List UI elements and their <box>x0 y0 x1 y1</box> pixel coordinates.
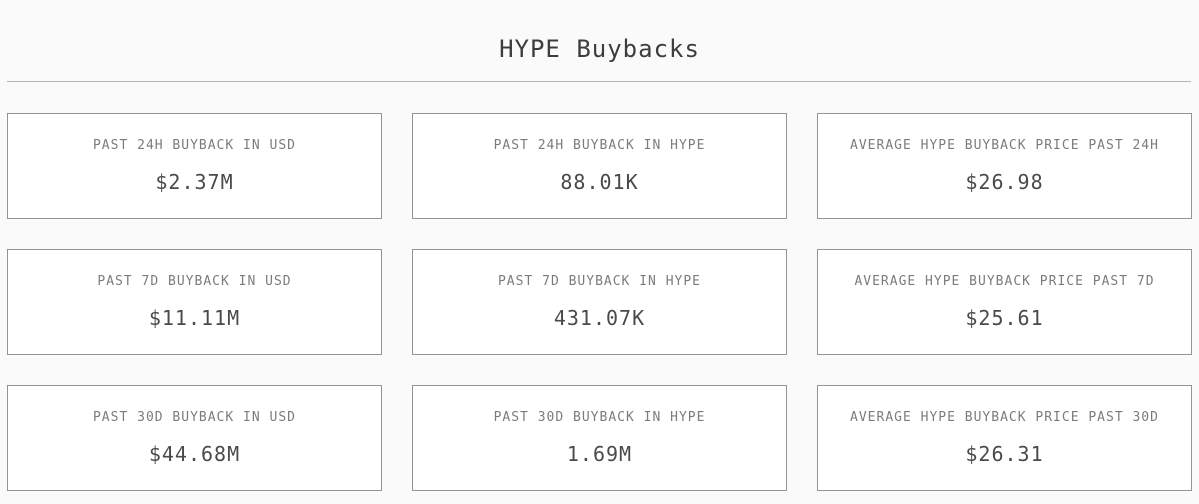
stat-card-value: 88.01K <box>560 170 639 194</box>
stat-card-value: $26.31 <box>965 442 1044 466</box>
stat-card-label: PAST 7D BUYBACK IN USD <box>97 274 292 289</box>
stat-card-value: $25.61 <box>965 306 1044 330</box>
stat-card-label: PAST 30D BUYBACK IN USD <box>92 410 296 425</box>
stat-card-avg-price-past-30d: AVERAGE HYPE BUYBACK PRICE PAST 30D $26.… <box>817 385 1192 491</box>
stat-card-value: 1.69M <box>566 442 633 466</box>
stat-card-label: AVERAGE HYPE BUYBACK PRICE PAST 30D <box>850 410 1159 425</box>
stat-card-value: $11.11M <box>148 306 241 330</box>
stat-card-label: AVERAGE HYPE BUYBACK PRICE PAST 7D <box>854 274 1155 289</box>
stat-card-label: PAST 7D BUYBACK IN HYPE <box>497 274 701 289</box>
stat-card-value: $44.68M <box>148 442 241 466</box>
stat-card-past-30d-buyback-usd: PAST 30D BUYBACK IN USD $44.68M <box>7 385 382 491</box>
stat-card-past-7d-buyback-usd: PAST 7D BUYBACK IN USD $11.11M <box>7 249 382 355</box>
stat-card-past-7d-buyback-hype: PAST 7D BUYBACK IN HYPE 431.07K <box>412 249 787 355</box>
stat-card-past-24h-buyback-hype: PAST 24H BUYBACK IN HYPE 88.01K <box>412 113 787 219</box>
stat-card-label: PAST 30D BUYBACK IN HYPE <box>493 410 706 425</box>
stat-cards-grid: PAST 24H BUYBACK IN USD $2.37M PAST 24H … <box>7 113 1192 491</box>
stat-card-value: 431.07K <box>553 306 646 330</box>
stat-card-past-30d-buyback-hype: PAST 30D BUYBACK IN HYPE 1.69M <box>412 385 787 491</box>
page-title: HYPE Buybacks <box>499 35 700 63</box>
stat-card-avg-price-past-24h: AVERAGE HYPE BUYBACK PRICE PAST 24H $26.… <box>817 113 1192 219</box>
stat-card-label: PAST 24H BUYBACK IN USD <box>92 138 296 153</box>
stat-card-value: $2.37M <box>155 170 234 194</box>
stat-card-label: AVERAGE HYPE BUYBACK PRICE PAST 24H <box>850 138 1159 153</box>
stat-card-avg-price-past-7d: AVERAGE HYPE BUYBACK PRICE PAST 7D $25.6… <box>817 249 1192 355</box>
stat-card-value: $26.98 <box>965 170 1044 194</box>
stat-card-past-24h-buyback-usd: PAST 24H BUYBACK IN USD $2.37M <box>7 113 382 219</box>
title-divider <box>7 81 1191 82</box>
stat-card-label: PAST 24H BUYBACK IN HYPE <box>493 138 706 153</box>
